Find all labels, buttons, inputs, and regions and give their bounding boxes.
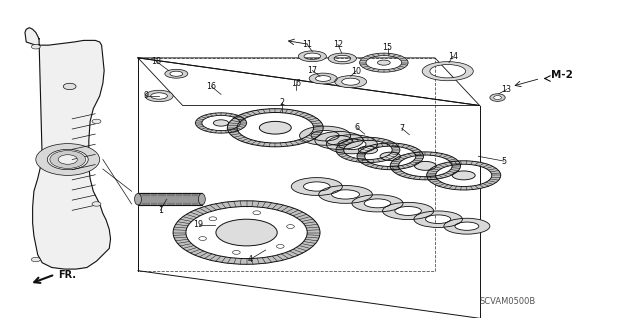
Text: 18: 18 [151,56,161,65]
Polygon shape [452,171,475,180]
Text: 4: 4 [247,255,252,264]
Polygon shape [291,178,342,196]
Circle shape [287,225,294,228]
Polygon shape [259,122,291,134]
Circle shape [493,96,501,100]
Polygon shape [360,53,408,72]
Text: 6: 6 [355,123,360,132]
Polygon shape [352,195,403,212]
Polygon shape [326,135,378,154]
Polygon shape [444,218,490,234]
Text: 11: 11 [302,40,312,49]
Polygon shape [383,202,434,219]
Text: SCVAM0500B: SCVAM0500B [479,297,536,306]
Polygon shape [145,90,173,102]
Polygon shape [216,219,277,246]
Text: 15: 15 [383,43,393,52]
Circle shape [232,250,240,254]
Text: 13: 13 [502,85,511,94]
Polygon shape [378,60,390,65]
Polygon shape [25,28,111,269]
Polygon shape [309,73,337,84]
Text: 16: 16 [291,79,301,88]
Polygon shape [227,109,323,147]
Polygon shape [357,143,424,170]
Text: 10: 10 [351,67,361,76]
Circle shape [276,244,284,248]
Polygon shape [380,152,401,160]
Polygon shape [422,62,473,81]
Text: 2: 2 [279,98,284,107]
Polygon shape [173,201,320,264]
Polygon shape [298,51,326,62]
Text: 12: 12 [333,40,343,49]
Circle shape [92,119,101,123]
Text: 5: 5 [501,157,506,166]
Text: 7: 7 [399,124,404,133]
Polygon shape [50,151,86,168]
Text: 9: 9 [144,92,149,100]
Polygon shape [300,126,351,145]
Text: 17: 17 [307,66,317,75]
Circle shape [63,83,76,90]
Circle shape [92,202,101,206]
Polygon shape [335,76,367,88]
Polygon shape [315,131,364,149]
Text: 14: 14 [448,52,458,61]
Polygon shape [319,186,372,203]
Text: 1: 1 [158,206,163,215]
Polygon shape [336,137,400,163]
Circle shape [199,237,207,241]
Polygon shape [415,161,436,170]
Polygon shape [427,161,500,190]
Polygon shape [213,120,228,126]
Polygon shape [328,53,356,64]
Ellipse shape [198,194,205,205]
Circle shape [490,94,505,101]
Circle shape [253,211,260,215]
Polygon shape [358,146,378,154]
Polygon shape [195,113,246,133]
Polygon shape [390,152,461,180]
Text: M-2: M-2 [551,70,573,79]
Text: 19: 19 [194,220,204,229]
Polygon shape [36,144,100,175]
Polygon shape [165,69,188,78]
Polygon shape [414,211,463,227]
Circle shape [31,45,40,49]
Circle shape [31,257,40,262]
Circle shape [209,217,217,221]
Polygon shape [138,194,202,205]
Ellipse shape [134,194,141,205]
Text: 16: 16 [207,82,216,91]
Text: FR.: FR. [58,271,76,280]
